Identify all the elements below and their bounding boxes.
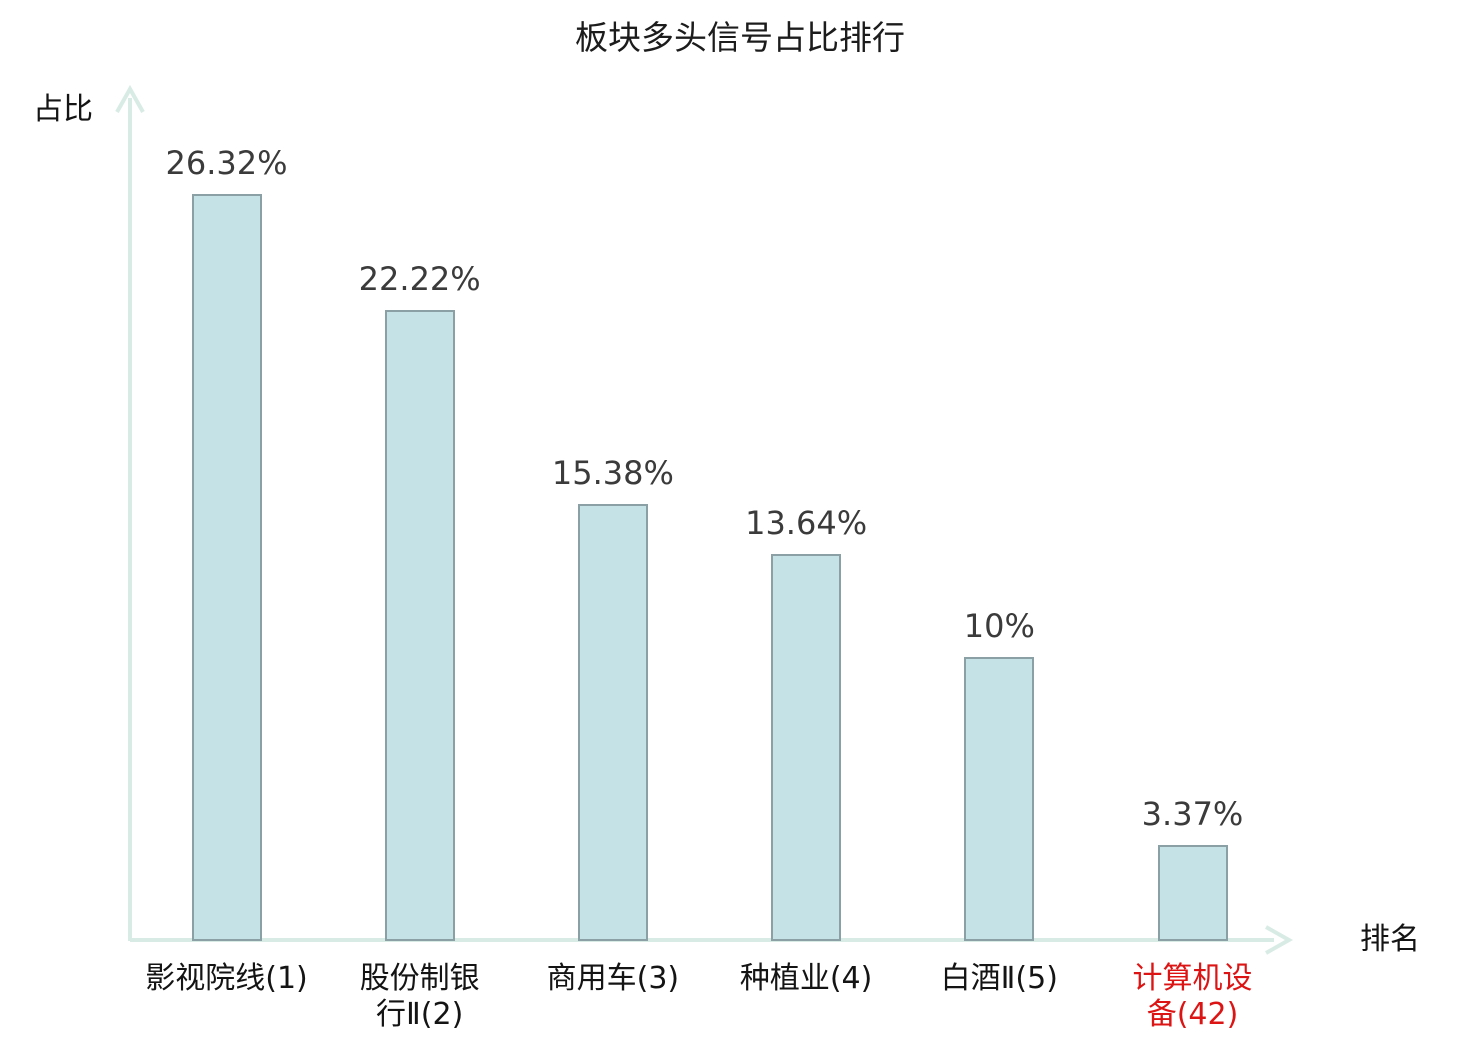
bar-value-label: 10%	[963, 607, 1035, 645]
bar-value-label: 15.38%	[551, 454, 674, 493]
x-tick-label: 种植业(4)	[739, 961, 873, 996]
bar	[577, 504, 648, 941]
x-tick-label: 影视院线(1)	[145, 961, 308, 996]
bar-value-label: 22.22%	[358, 259, 481, 298]
x-tick-label: 商用车(3)	[546, 961, 680, 996]
x-tick-label: 计算机设 备(42)	[1132, 961, 1253, 1032]
bar-value-label: 13.64%	[745, 503, 868, 542]
x-tick-label: 白酒Ⅱ(5)	[940, 961, 1058, 996]
y-axis-label: 占比	[33, 92, 93, 127]
bar	[191, 193, 262, 941]
bar	[964, 657, 1035, 941]
chart-title: 板块多头信号占比排行	[575, 18, 905, 57]
x-axis-label: 排名	[1360, 922, 1420, 957]
bar-value-label: 3.37%	[1141, 795, 1244, 834]
x-axis-arrowhead-icon	[1265, 925, 1294, 955]
bar	[771, 553, 842, 941]
bar	[1157, 845, 1228, 941]
bar	[384, 309, 455, 941]
y-axis-arrowhead-icon	[115, 84, 145, 113]
x-tick-label: 股份制银 行Ⅱ(2)	[359, 961, 480, 1032]
bar-value-label: 26.32%	[165, 143, 288, 182]
